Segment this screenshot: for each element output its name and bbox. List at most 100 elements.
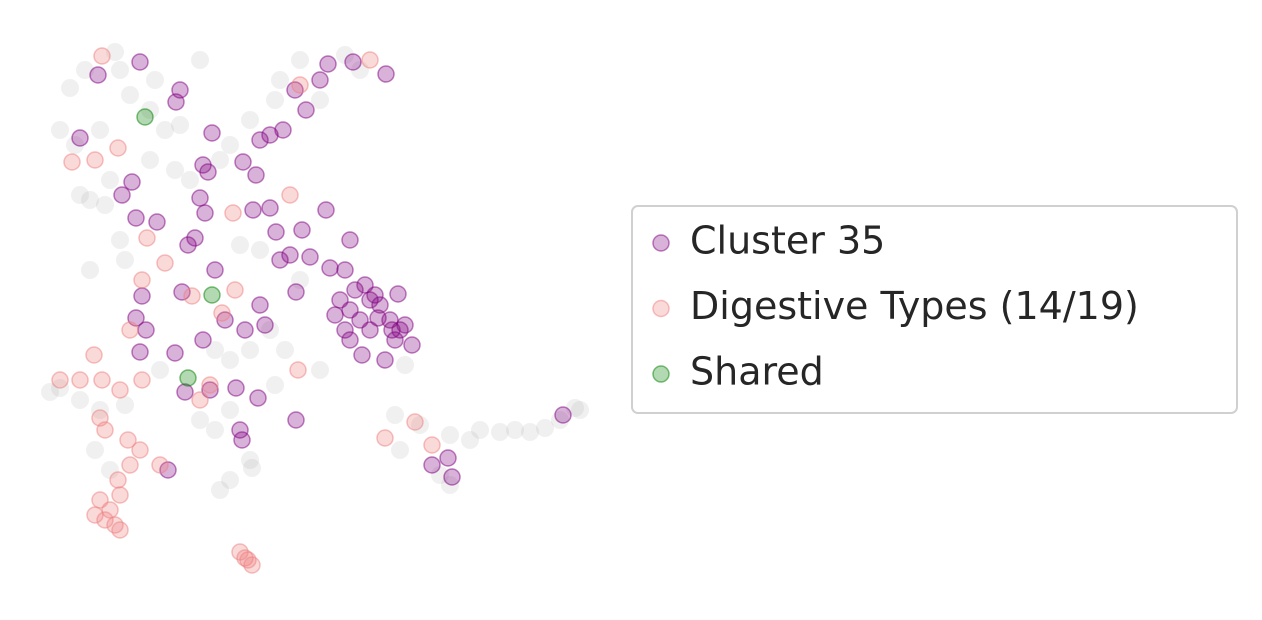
point <box>156 254 174 272</box>
point <box>251 131 269 149</box>
point <box>211 151 229 169</box>
point <box>251 296 269 314</box>
point <box>71 129 89 147</box>
point <box>371 296 389 314</box>
point <box>191 411 209 429</box>
point <box>389 285 407 303</box>
point <box>196 204 214 222</box>
point <box>106 516 124 534</box>
point <box>101 171 119 189</box>
point <box>137 321 155 339</box>
point <box>361 51 379 69</box>
point <box>81 261 99 279</box>
point <box>234 153 252 171</box>
point <box>386 406 404 424</box>
point <box>261 126 279 144</box>
point <box>301 248 319 266</box>
point <box>336 261 354 279</box>
point <box>113 186 131 204</box>
point <box>109 471 127 489</box>
point <box>326 306 344 324</box>
point <box>194 331 212 349</box>
point <box>183 287 201 305</box>
point <box>274 121 292 139</box>
point <box>111 521 129 539</box>
point <box>71 186 89 204</box>
point <box>341 231 359 249</box>
point <box>85 346 103 364</box>
point <box>233 431 251 449</box>
point <box>86 151 104 169</box>
point <box>71 391 89 409</box>
point <box>243 459 261 477</box>
point <box>536 419 554 437</box>
point <box>281 186 299 204</box>
point <box>286 81 304 99</box>
point <box>179 236 197 254</box>
point <box>441 426 459 444</box>
point <box>167 93 185 111</box>
point <box>93 47 111 65</box>
point <box>377 65 395 83</box>
point <box>369 309 387 327</box>
point <box>386 331 404 349</box>
point <box>289 361 307 379</box>
point <box>146 71 164 89</box>
point <box>571 401 589 419</box>
point <box>176 383 194 401</box>
point <box>291 51 309 69</box>
point <box>93 371 111 389</box>
point <box>127 209 145 227</box>
point <box>96 421 114 439</box>
point <box>81 191 99 209</box>
point <box>406 413 424 431</box>
point <box>506 421 524 439</box>
plot-area <box>41 43 589 574</box>
point <box>181 171 199 189</box>
point <box>111 381 129 399</box>
point <box>166 344 184 362</box>
point <box>211 481 229 499</box>
legend-label: Cluster 35 <box>690 219 885 263</box>
point <box>191 391 209 409</box>
point <box>199 163 217 181</box>
point <box>151 456 169 474</box>
point <box>336 321 354 339</box>
point <box>247 166 265 184</box>
point <box>471 421 489 439</box>
point <box>261 321 279 339</box>
legend-label: Digestive Types (14/19) <box>690 284 1139 328</box>
point <box>271 71 289 89</box>
point <box>206 341 224 359</box>
point <box>439 449 457 467</box>
point <box>121 86 139 104</box>
point <box>119 431 137 449</box>
point <box>287 411 305 429</box>
point <box>133 271 151 289</box>
point <box>63 153 81 171</box>
legend <box>631 205 1238 414</box>
point <box>266 376 284 394</box>
point <box>148 213 166 231</box>
point <box>111 486 129 504</box>
point <box>249 389 267 407</box>
point <box>166 161 184 179</box>
point <box>91 121 109 139</box>
point <box>391 441 409 459</box>
point <box>221 471 239 489</box>
point <box>171 116 189 134</box>
point <box>311 91 329 109</box>
legend-marker <box>652 299 670 318</box>
point <box>138 229 156 247</box>
point <box>423 456 441 474</box>
point <box>123 173 141 191</box>
legend-marker <box>652 234 670 252</box>
point <box>241 111 259 129</box>
point <box>319 55 337 73</box>
point <box>317 201 335 219</box>
point <box>227 379 245 397</box>
point <box>201 376 219 394</box>
point <box>344 53 362 71</box>
legend-marker <box>652 365 670 383</box>
